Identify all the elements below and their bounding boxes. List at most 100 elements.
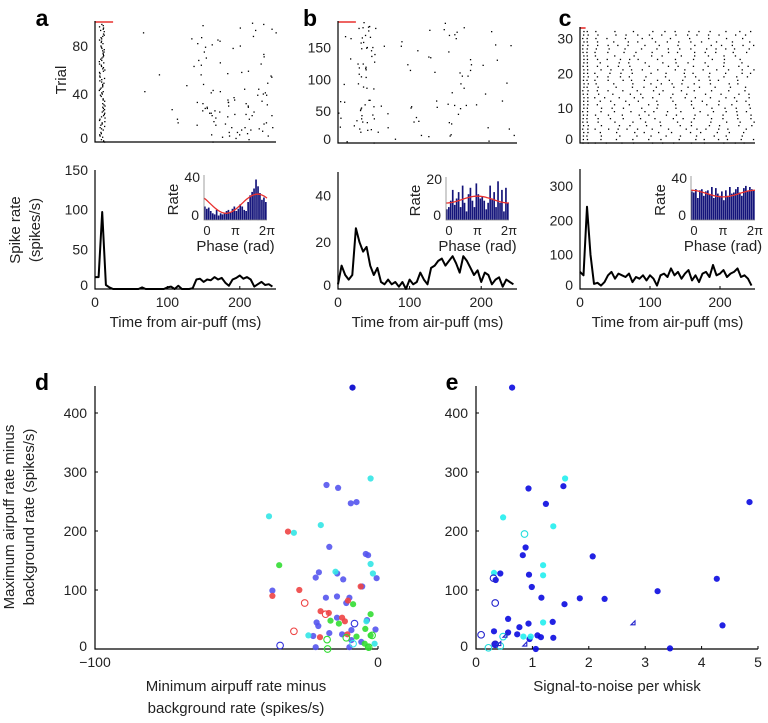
phase-histogram-bar <box>215 209 218 220</box>
spike-mark <box>749 107 751 109</box>
spike-mark <box>600 135 602 137</box>
spike-mark <box>652 30 654 33</box>
spike-mark <box>102 70 105 72</box>
phase-histogram-bar <box>501 189 503 220</box>
spike-mark <box>664 30 666 33</box>
phase-histogram-bar <box>453 204 456 220</box>
spike-mark <box>626 128 628 130</box>
panel-label-b: b <box>303 5 317 31</box>
spike-mark <box>666 41 668 43</box>
spike-mark <box>660 125 662 127</box>
spike-mark <box>252 35 255 38</box>
spike-mark <box>370 50 373 52</box>
phase-histogram-bar <box>729 187 731 220</box>
spike-mark <box>197 43 199 45</box>
spike-mark <box>244 127 246 129</box>
spike-mark <box>582 114 585 116</box>
spike-mark <box>103 62 105 64</box>
scatter-y-axis-label: background rate (spikes/s) <box>21 429 38 606</box>
data-point <box>332 568 339 575</box>
spike-mark <box>636 128 639 130</box>
spike-mark <box>196 124 198 126</box>
spike-mark <box>648 138 650 141</box>
spike-mark <box>617 44 619 47</box>
spike-mark <box>104 105 106 107</box>
spike-mark <box>582 111 584 113</box>
spike-mark <box>372 114 374 116</box>
spike-mark <box>102 67 105 69</box>
spike-mark <box>648 34 651 36</box>
spike-mark <box>475 104 478 106</box>
spike-mark <box>656 79 659 81</box>
raster-y-tick-label: 80 <box>72 38 88 54</box>
spike-mark <box>731 104 733 106</box>
spike-mark <box>204 46 207 48</box>
spike-mark <box>99 94 102 96</box>
spike-mark <box>744 86 747 88</box>
spike-mark <box>102 85 104 87</box>
phase-fit-curve <box>446 195 509 204</box>
psth-y-tick-label: 50 <box>72 241 88 257</box>
spike-mark <box>586 107 588 109</box>
spike-mark <box>271 28 273 30</box>
spike-mark <box>658 131 660 134</box>
spike-mark <box>198 59 200 62</box>
spike-mark <box>595 48 597 50</box>
phase-histogram-bar <box>463 202 466 220</box>
inset-x-axis-label: Phase (rad) <box>438 238 516 255</box>
spike-mark <box>631 72 633 74</box>
spike-mark <box>99 76 101 78</box>
data-point <box>540 572 547 579</box>
spike-mark <box>689 131 692 134</box>
spike-mark <box>219 62 221 64</box>
spike-mark <box>682 79 684 81</box>
spike-mark <box>738 125 740 127</box>
spike-mark <box>594 51 596 54</box>
spike-mark <box>586 79 588 81</box>
spike-mark <box>736 114 739 116</box>
spike-mark <box>99 118 101 120</box>
spike-mark <box>448 122 450 124</box>
spike-mark <box>215 124 217 126</box>
phase-histogram-bar <box>711 187 713 220</box>
scatter-x-tick-label: 0 <box>472 654 480 670</box>
phase-histogram-bar <box>253 188 255 220</box>
spike-mark <box>413 121 415 123</box>
spike-mark <box>693 107 695 109</box>
phase-histogram-bar <box>229 212 232 220</box>
spike-mark <box>748 48 750 50</box>
spike-mark <box>694 44 696 47</box>
spike-mark <box>219 91 221 93</box>
phase-histogram-bar <box>469 187 472 221</box>
spike-mark <box>628 62 630 64</box>
spike-mark <box>100 64 102 66</box>
spike-mark <box>609 118 612 120</box>
spike-mark <box>723 76 725 78</box>
spike-mark <box>369 99 371 101</box>
spike-mark <box>634 131 636 134</box>
spike-mark <box>676 51 679 54</box>
spike-mark <box>465 104 467 107</box>
spike-mark <box>718 100 720 102</box>
spike-mark <box>98 26 101 28</box>
spike-mark <box>733 97 736 99</box>
data-point <box>339 631 346 638</box>
spike-mark <box>245 113 247 116</box>
spike-mark <box>725 48 727 50</box>
spike-mark <box>221 136 224 138</box>
spike-mark <box>715 48 717 50</box>
spike-mark <box>417 50 419 52</box>
inset-y-tick-label: 0 <box>678 207 686 223</box>
spike-mark <box>725 72 727 74</box>
spike-mark <box>275 32 277 34</box>
spike-mark <box>103 31 105 33</box>
phase-histogram-bar <box>735 189 737 220</box>
spike-mark <box>367 26 370 28</box>
phase-histogram-bar <box>737 187 739 220</box>
spike-mark <box>102 110 105 112</box>
spike-mark <box>409 69 412 72</box>
spike-mark <box>629 93 631 95</box>
phase-histogram-bar <box>213 214 216 220</box>
spike-mark <box>436 100 438 102</box>
